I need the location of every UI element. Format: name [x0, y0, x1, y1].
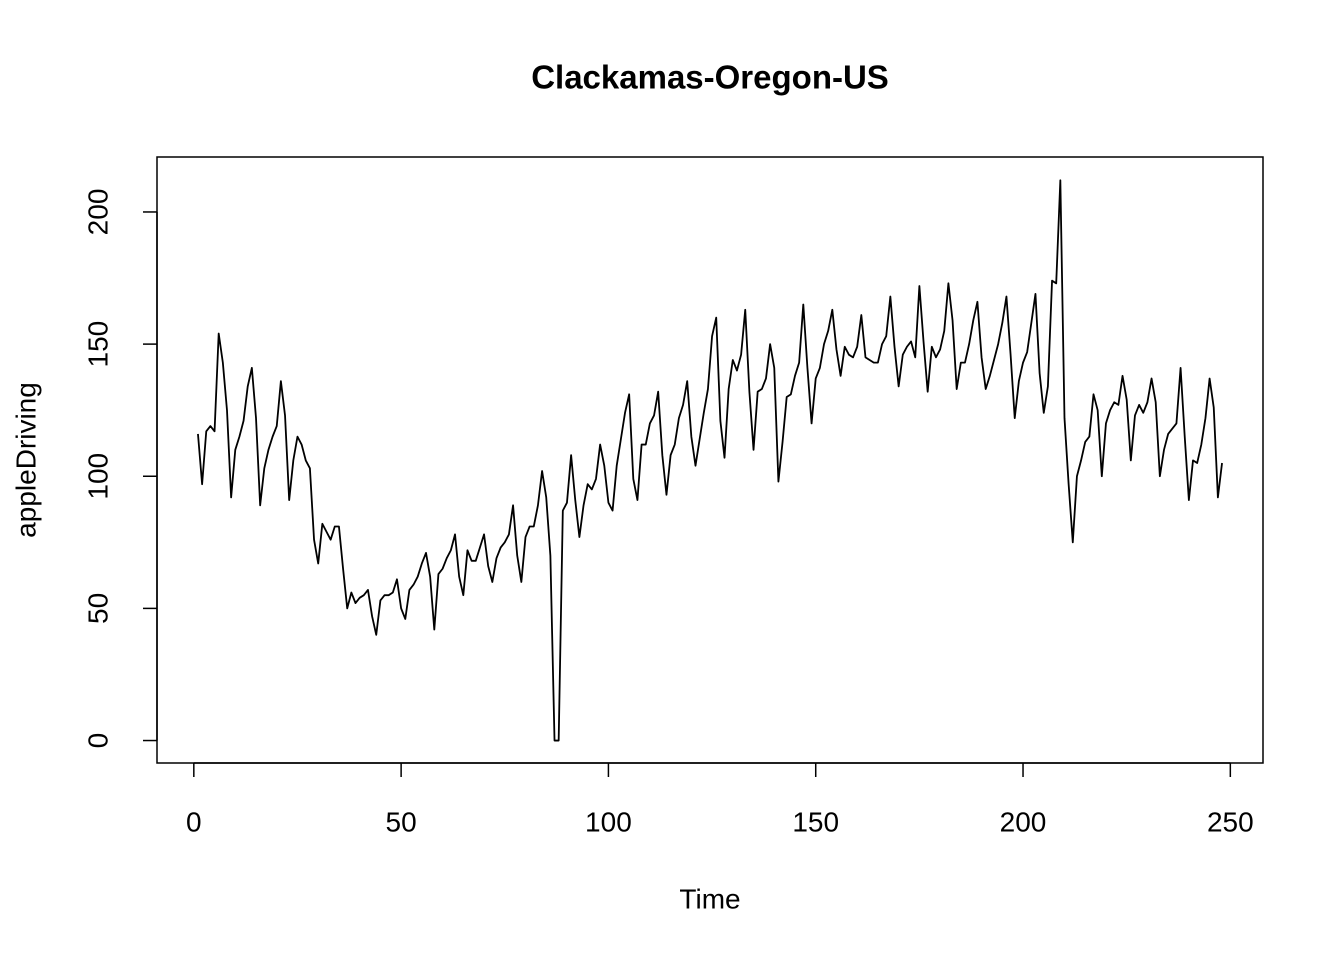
y-tick-label: 0 [82, 733, 113, 749]
data-line [197, 179, 1223, 742]
y-tick-label: 100 [82, 453, 113, 500]
x-tick-label: 200 [1000, 806, 1047, 837]
x-tick-label: 150 [792, 806, 839, 837]
x-tick-label: 250 [1207, 806, 1254, 837]
y-tick-label: 200 [82, 189, 113, 236]
x-tick-label: 100 [585, 806, 632, 837]
y-tick-label: 150 [82, 321, 113, 368]
y-tick-label: 50 [82, 593, 113, 624]
x-tick-label: 0 [186, 806, 202, 837]
y-axis-label: appleDriving [10, 382, 41, 538]
plot-frame [156, 156, 1264, 764]
x-tick-label: 50 [386, 806, 417, 837]
x-axis-label: Time [679, 883, 740, 914]
chart-title: Clackamas-Oregon-US [531, 59, 889, 96]
